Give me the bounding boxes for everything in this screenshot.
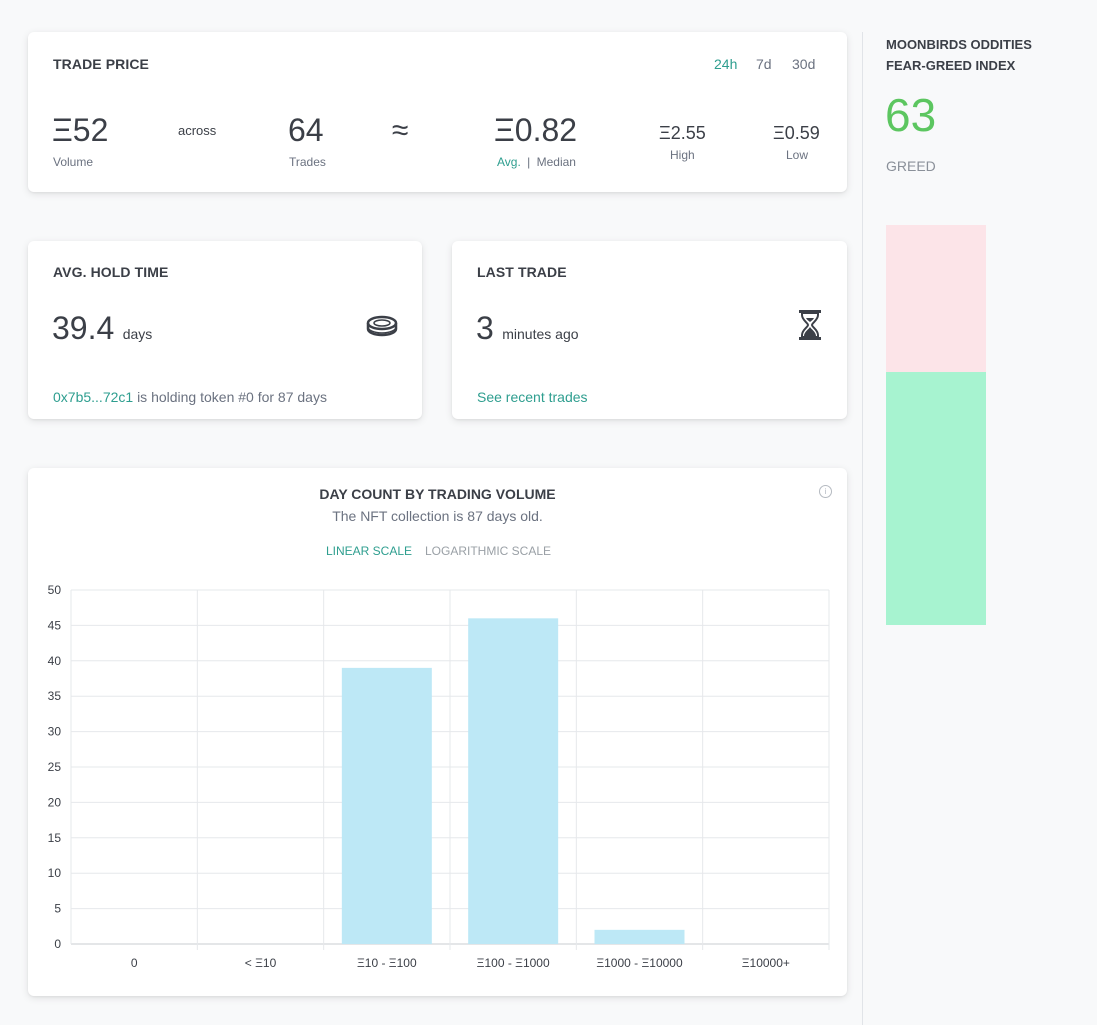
hold-time-title: AVG. HOLD TIME bbox=[53, 264, 169, 280]
bar-3 bbox=[468, 618, 559, 944]
y-tick-label: 5 bbox=[54, 902, 61, 916]
coins-icon bbox=[366, 313, 398, 341]
last-trade-unit: minutes ago bbox=[502, 326, 579, 342]
fear-greed-title-line2: FEAR-GREED INDEX bbox=[886, 58, 1016, 73]
trade-price-card: TRADE PRICE 24h 7d 30d Ξ52 Volume across… bbox=[28, 32, 847, 192]
low-value: Ξ0.59 bbox=[773, 123, 820, 143]
fear-greed-title-line1: MOONBIRDS ODDITIES bbox=[886, 37, 1032, 52]
holder-line: 0x7b5...72c1 is holding token #0 for 87 … bbox=[53, 389, 327, 405]
fear-greed-value: 63 bbox=[885, 89, 937, 141]
fear-gauge-segment bbox=[886, 225, 986, 372]
holder-address-link[interactable]: 0x7b5...72c1 bbox=[53, 389, 134, 405]
low-label: Low bbox=[786, 148, 809, 162]
x-tick-label: Ξ100 - Ξ1000 bbox=[477, 956, 550, 970]
y-tick-label: 35 bbox=[48, 689, 62, 703]
period-tab-24h[interactable]: 24h bbox=[714, 56, 738, 72]
x-tick-label: Ξ10000+ bbox=[742, 956, 790, 970]
across-label: across bbox=[178, 123, 217, 138]
hold-time-readout: 39.4 days bbox=[52, 310, 152, 347]
avg-label[interactable]: Avg. bbox=[497, 155, 521, 169]
chart-title: DAY COUNT BY TRADING VOLUME bbox=[319, 486, 556, 502]
y-tick-label: 0 bbox=[54, 937, 61, 951]
last-trade-readout: 3 minutes ago bbox=[476, 310, 579, 347]
y-tick-label: 25 bbox=[48, 760, 62, 774]
bar-4 bbox=[594, 929, 685, 944]
hold-time-card: AVG. HOLD TIME 39.4 days 0x7b5...72c1 is… bbox=[28, 241, 422, 419]
x-tick-label: Ξ10 - Ξ100 bbox=[357, 956, 417, 970]
last-trade-value: 3 bbox=[476, 310, 494, 346]
y-tick-label: 10 bbox=[48, 866, 62, 880]
holder-text: is holding token #0 for 87 days bbox=[137, 389, 327, 405]
avg-median-labels: Avg. | Median bbox=[497, 155, 576, 169]
high-value: Ξ2.55 bbox=[659, 123, 706, 143]
label-separator: | bbox=[527, 155, 531, 169]
linear-scale-toggle[interactable]: LINEAR SCALE bbox=[326, 544, 413, 558]
hold-time-value: 39.4 bbox=[52, 310, 115, 346]
y-tick-label: 15 bbox=[48, 831, 62, 845]
median-label[interactable]: Median bbox=[536, 155, 576, 169]
volume-label: Volume bbox=[53, 155, 94, 169]
chart-subtitle: The NFT collection is 87 days old. bbox=[332, 508, 543, 524]
x-tick-label: < Ξ10 bbox=[245, 956, 277, 970]
approx-symbol: ≈ bbox=[392, 114, 409, 147]
bar-chart: 0 5 10 15 20 25 30 35 40 45 50 0 < Ξ10 Ξ10 - Ξ100 Ξ100… bbox=[48, 583, 830, 970]
y-tick-label: 30 bbox=[48, 725, 62, 739]
logarithmic-scale-toggle[interactable]: LOGARITHMIC SCALE bbox=[425, 544, 552, 558]
y-tick-label: 50 bbox=[48, 583, 62, 597]
y-tick-label: 40 bbox=[48, 654, 62, 668]
trade-price-title: TRADE PRICE bbox=[53, 56, 149, 72]
last-trade-title: LAST TRADE bbox=[477, 264, 567, 280]
trading-volume-chart-card: DAY COUNT BY TRADING VOLUME The NFT coll… bbox=[28, 468, 847, 996]
bar-2 bbox=[341, 667, 432, 944]
period-tab-30d[interactable]: 30d bbox=[792, 56, 816, 72]
hourglass-icon bbox=[798, 309, 822, 341]
x-tick-label: 0 bbox=[131, 956, 138, 970]
period-tab-7d[interactable]: 7d bbox=[756, 56, 772, 72]
sidebar-divider bbox=[862, 32, 863, 1025]
trades-value: 64 bbox=[288, 112, 324, 148]
fear-greed-title: MOONBIRDS ODDITIES FEAR-GREED INDEX bbox=[886, 34, 1032, 76]
last-trade-card: LAST TRADE 3 minutes ago See recent trad… bbox=[452, 241, 847, 419]
info-icon[interactable]: i bbox=[819, 485, 832, 498]
greed-gauge-segment bbox=[886, 372, 986, 625]
hold-time-unit: days bbox=[122, 326, 153, 342]
y-tick-label: 20 bbox=[48, 795, 62, 809]
y-tick-label: 45 bbox=[48, 618, 62, 632]
trades-label: Trades bbox=[289, 155, 326, 169]
fear-greed-label: GREED bbox=[886, 158, 936, 174]
volume-value: Ξ52 bbox=[52, 112, 109, 148]
high-label: High bbox=[670, 148, 695, 162]
see-recent-trades-link[interactable]: See recent trades bbox=[477, 389, 588, 405]
x-tick-label: Ξ1000 - Ξ10000 bbox=[596, 956, 683, 970]
avg-median-value: Ξ0.82 bbox=[494, 112, 578, 148]
